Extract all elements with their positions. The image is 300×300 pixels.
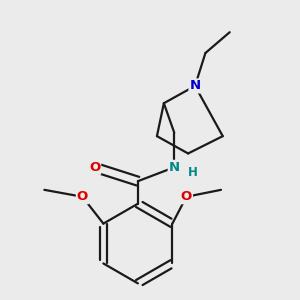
Text: N: N — [190, 80, 201, 92]
Text: O: O — [77, 190, 88, 203]
Text: H: H — [188, 166, 198, 179]
Text: N: N — [169, 161, 180, 174]
Text: O: O — [181, 190, 192, 203]
Text: O: O — [89, 161, 100, 174]
